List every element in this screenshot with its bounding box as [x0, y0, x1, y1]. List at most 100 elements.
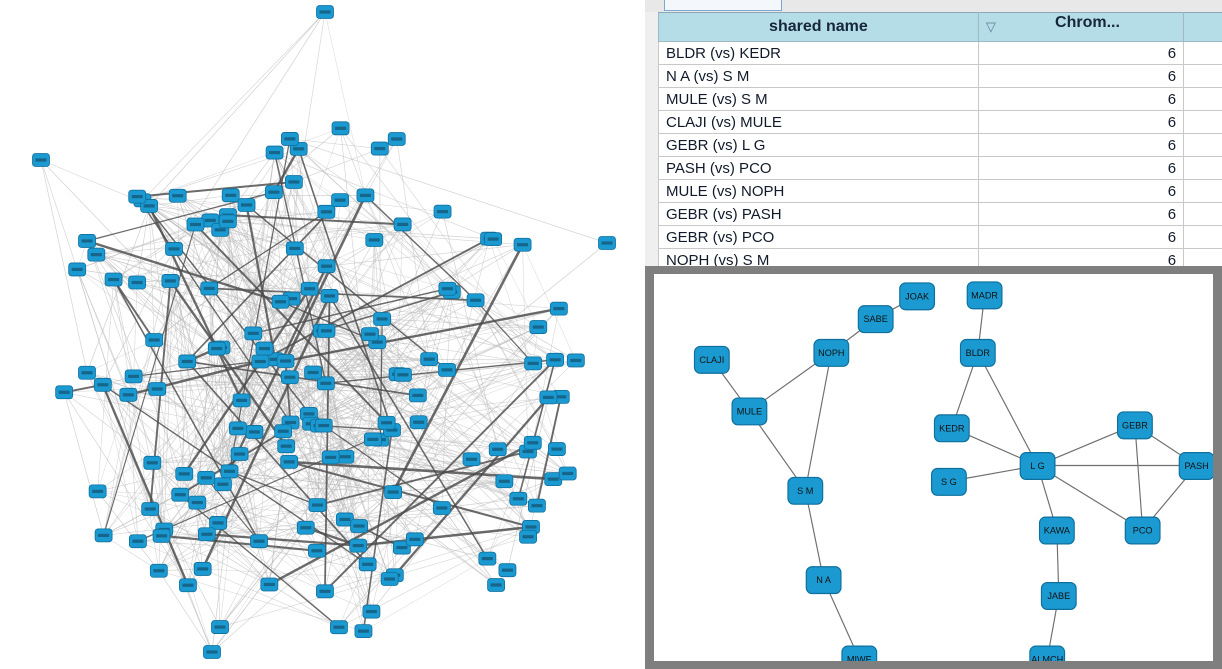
table-tab[interactable]	[664, 0, 782, 11]
main-network-edge[interactable]	[280, 128, 341, 302]
main-network-node[interactable]	[350, 519, 368, 533]
main-network-node[interactable]	[370, 141, 389, 156]
main-network-edge[interactable]	[229, 471, 394, 493]
main-network-edge[interactable]	[157, 373, 398, 390]
main-network-edge[interactable]	[219, 333, 254, 628]
subnetwork-edge[interactable]	[1134, 424, 1144, 531]
main-network-node[interactable]	[260, 577, 279, 592]
main-network-edge[interactable]	[219, 334, 371, 628]
main-network-edge[interactable]	[471, 363, 534, 460]
main-network-node[interactable]	[308, 543, 326, 558]
main-network-node[interactable]	[513, 237, 532, 252]
main-network-edge[interactable]	[154, 339, 390, 580]
table-header-chromosome[interactable]: ▽ Chrom...	[977, 12, 1185, 42]
main-network-node[interactable]	[188, 495, 207, 510]
table-cell-shared_name[interactable]: CLAJI (vs) MULE	[658, 110, 979, 134]
main-network-node[interactable]	[143, 455, 162, 470]
main-network-edge[interactable]	[237, 428, 326, 592]
main-network-node[interactable]	[358, 557, 377, 572]
main-network-edge[interactable]	[184, 473, 318, 552]
table-row[interactable]: N A (vs) S M610000000140000006.6	[658, 64, 1222, 88]
table-row[interactable]: PASH (vs) PCO6340000004200000011.4	[658, 156, 1222, 180]
main-network-node[interactable]	[321, 450, 340, 465]
main-network-edge[interactable]	[297, 148, 393, 431]
table-cell-shared_name[interactable]: MULE (vs) S M	[658, 87, 979, 111]
main-network-edge[interactable]	[402, 224, 556, 361]
main-network-edge[interactable]	[102, 384, 153, 463]
subnetwork-node[interactable]: KEDR	[933, 414, 970, 443]
main-network-edge[interactable]	[40, 159, 78, 270]
main-network-edge[interactable]	[254, 363, 534, 433]
main-network-edge[interactable]	[392, 326, 539, 493]
main-network-edge[interactable]	[475, 299, 577, 361]
main-network-edge[interactable]	[194, 223, 388, 424]
main-network-node[interactable]	[220, 464, 239, 479]
main-network-edge[interactable]	[86, 240, 290, 378]
main-network-node[interactable]	[229, 421, 247, 436]
main-network-node[interactable]	[373, 312, 392, 326]
main-network-node[interactable]	[179, 578, 197, 593]
main-network-node[interactable]	[519, 529, 537, 544]
table-row[interactable]: CLAJI (vs) MULE625000000350000005.9	[658, 110, 1222, 134]
main-network-node[interactable]	[175, 466, 194, 481]
main-network-node[interactable]	[524, 356, 543, 371]
main-network-edge[interactable]	[158, 504, 318, 571]
main-network-edge[interactable]	[289, 224, 403, 378]
main-network-edge[interactable]	[289, 308, 559, 378]
main-network-edge[interactable]	[386, 363, 534, 424]
main-network-nodes[interactable]	[32, 5, 616, 659]
main-network-edge[interactable]	[326, 244, 523, 267]
subnetwork-node-shape[interactable]	[1040, 582, 1077, 610]
main-network-edge[interactable]	[318, 224, 403, 426]
table-cell-shared_name[interactable]: BLDR (vs) KEDR	[658, 41, 979, 65]
main-network-node[interactable]	[186, 217, 205, 232]
main-network-node[interactable]	[149, 563, 168, 578]
main-network-node[interactable]	[317, 204, 336, 219]
main-network-edge[interactable]	[318, 395, 418, 426]
main-network-node[interactable]	[197, 527, 216, 542]
main-network-node[interactable]	[420, 352, 439, 367]
main-network-edge[interactable]	[274, 152, 387, 423]
table-row[interactable]: MULE (vs) S M614000000200000007.5	[658, 87, 1222, 111]
subnetwork-node[interactable]: CLAJI	[693, 345, 730, 374]
main-network-node[interactable]	[245, 425, 264, 439]
main-network-edge[interactable]	[345, 456, 372, 612]
subnetwork-canvas[interactable]: CLAJI MULE NOPH SABE JOAK S M N A MIWE MADR BLDR K…	[654, 274, 1213, 661]
main-network-edge[interactable]	[227, 214, 375, 241]
main-network-node[interactable]	[265, 145, 284, 160]
main-network-edge[interactable]	[97, 491, 181, 495]
main-network-node[interactable]	[304, 365, 322, 380]
main-network-node[interactable]	[361, 327, 379, 342]
main-network-node[interactable]	[211, 620, 229, 634]
main-network-node[interactable]	[484, 232, 503, 246]
main-network-edge[interactable]	[318, 326, 539, 426]
subnetwork-node-shape[interactable]	[1029, 645, 1066, 661]
main-network-node[interactable]	[316, 5, 334, 19]
table-cell-shared_name[interactable]: MULE (vs) NOPH	[658, 179, 979, 203]
main-network-edge[interactable]	[227, 152, 275, 216]
main-network-edge[interactable]	[128, 229, 221, 395]
main-network-edge[interactable]	[305, 527, 415, 540]
main-network-node[interactable]	[165, 242, 183, 256]
main-network-edge[interactable]	[157, 388, 326, 592]
main-network-edge[interactable]	[396, 138, 430, 360]
main-network-edge[interactable]	[227, 215, 320, 426]
main-network-edge[interactable]	[371, 288, 448, 612]
main-network-edge[interactable]	[330, 374, 398, 458]
subnetwork-node[interactable]: S G	[930, 467, 967, 496]
main-network-node[interactable]	[509, 491, 528, 506]
table-cell-chromosome[interactable]: 6	[977, 179, 1185, 203]
main-network-edge[interactable]	[152, 462, 213, 653]
main-network-node[interactable]	[409, 415, 428, 430]
table-row[interactable]: NOPH (vs) S M636000000420000009.9	[658, 248, 1222, 266]
table-cell-start_point[interactable]: 36000000	[1183, 248, 1222, 266]
main-network-node[interactable]	[316, 376, 335, 391]
subnetwork-edge[interactable]	[804, 490, 825, 580]
main-network-node[interactable]	[178, 354, 197, 369]
main-network-edge[interactable]	[284, 194, 367, 362]
subnetwork-node[interactable]: N A	[805, 566, 842, 595]
main-network-edge[interactable]	[442, 211, 499, 450]
subnetwork-node-shape[interactable]	[933, 414, 970, 443]
main-network-edge[interactable]	[96, 254, 284, 432]
subnetwork-node-shape[interactable]	[1124, 516, 1161, 545]
